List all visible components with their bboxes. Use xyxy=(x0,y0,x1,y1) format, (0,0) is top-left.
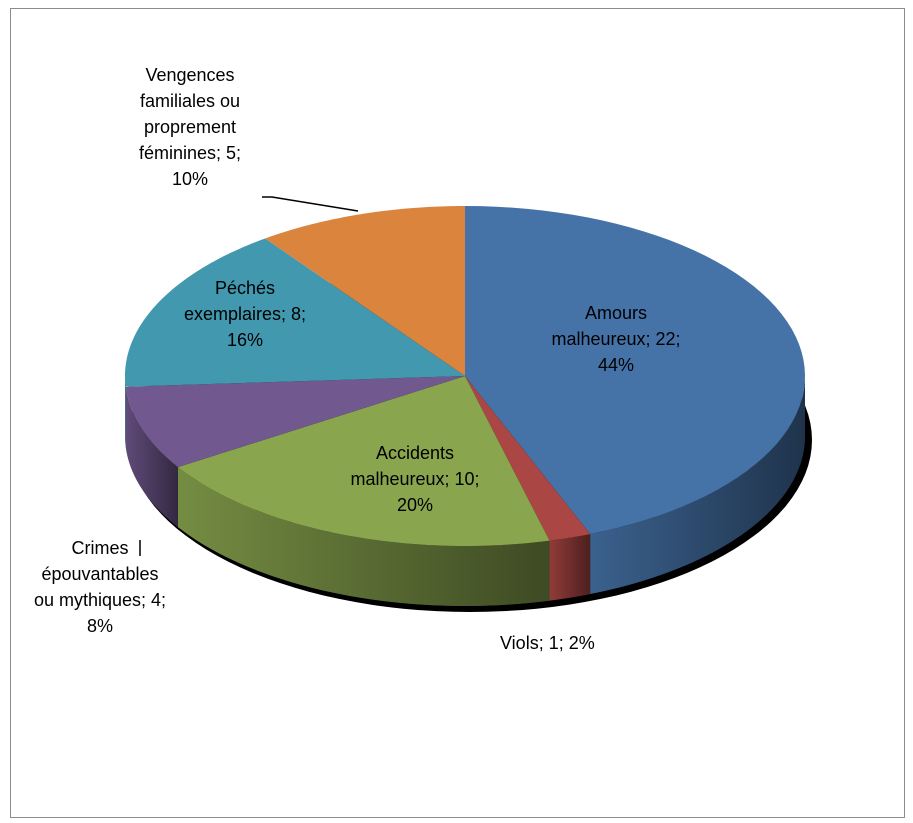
data-label: Accidents malheureux; 10; 20% xyxy=(350,443,480,515)
pie-side-shade xyxy=(549,534,591,601)
pie-slice xyxy=(465,376,591,541)
pie-side-shade xyxy=(590,376,805,595)
data-label: Amours malheureux; 22; 44% xyxy=(551,303,681,375)
pie-side-shade xyxy=(125,386,178,528)
data-label: Viols; 1; 2% xyxy=(500,633,595,653)
data-label: Péchés exemplaires; 8; 16% xyxy=(183,278,307,350)
pie-slice xyxy=(265,206,465,376)
pie-slice xyxy=(465,206,805,535)
data-label: Crimes épouvantables ou mythiques; 4; 8% xyxy=(33,538,167,636)
pie-sides xyxy=(125,376,805,606)
pie-slice xyxy=(125,376,466,468)
pie-tops xyxy=(125,206,805,546)
pie-slice xyxy=(177,376,550,546)
pie-slice xyxy=(125,238,465,387)
leader-line xyxy=(262,196,359,212)
pie-side-shade xyxy=(177,467,550,606)
pie-side-shade xyxy=(125,376,126,447)
data-label: Vengences familiales ou proprement fémin… xyxy=(138,65,242,189)
